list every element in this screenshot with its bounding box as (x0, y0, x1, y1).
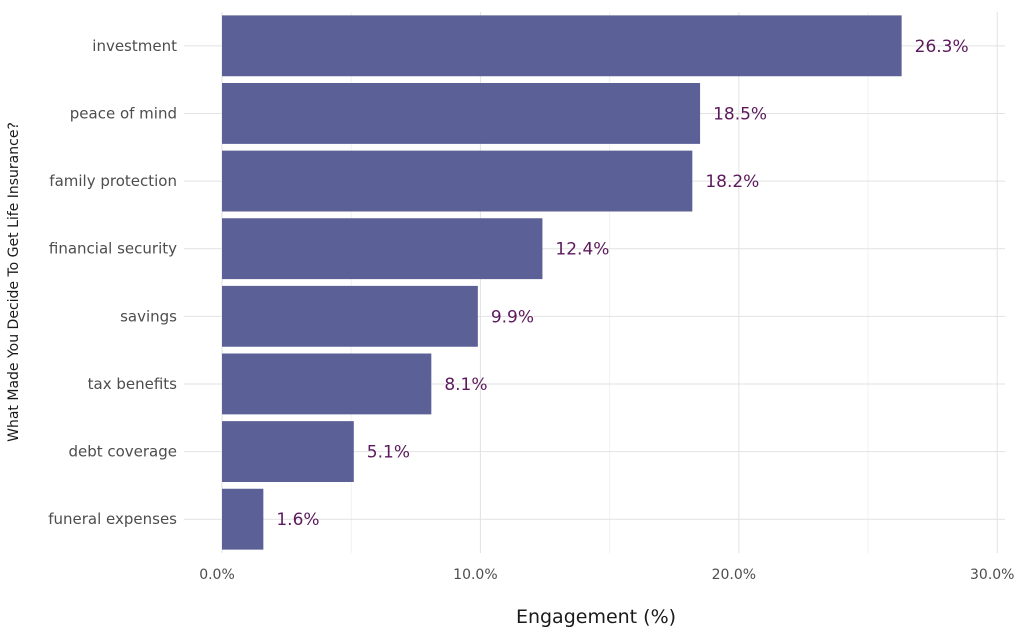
bar-value-label: 26.3% (915, 37, 969, 57)
bar-value-label: 18.5% (713, 104, 767, 124)
bar (222, 15, 902, 77)
category-labels: investment peace of mind family protection… (48, 37, 177, 528)
bar-value-label: 1.6% (276, 510, 319, 530)
category-label: investment (92, 37, 177, 55)
category-label: tax benefits (88, 375, 178, 393)
bar-value-label: 12.4% (555, 240, 609, 260)
category-label: debt coverage (68, 443, 177, 461)
x-tick-label: 10.0% (453, 567, 497, 583)
bar-value-label: 9.9% (491, 307, 534, 327)
bar (222, 285, 478, 347)
data-labels: 26.3% 18.5% 18.2% 12.4% 9.9% 8.1% 5.1% 1.6% (276, 37, 968, 530)
bar (222, 421, 354, 482)
bar (222, 353, 432, 415)
category-label: savings (120, 307, 177, 325)
x-tick-label: 20.0% (712, 567, 756, 583)
x-tick-labels: 0.0% 10.0% 20.0% 30.0% (199, 567, 1014, 583)
x-tick-label: 0.0% (199, 567, 235, 583)
y-axis-title: What Made You Decide To Get Life Insuran… (6, 122, 22, 442)
bars (222, 15, 902, 550)
x-axis-title: Engagement (%) (516, 606, 676, 628)
bar-value-label: 18.2% (705, 172, 759, 192)
bar (222, 218, 543, 280)
bar (222, 488, 264, 550)
bar-value-label: 5.1% (367, 443, 410, 463)
bar-value-label: 8.1% (444, 375, 487, 395)
category-label: financial security (49, 240, 177, 258)
x-tick-label: 30.0% (970, 567, 1014, 583)
bar (222, 150, 693, 212)
category-label: peace of mind (70, 104, 177, 122)
bar (222, 83, 701, 144)
category-label: family protection (49, 172, 177, 190)
category-label: funeral expenses (48, 510, 177, 528)
